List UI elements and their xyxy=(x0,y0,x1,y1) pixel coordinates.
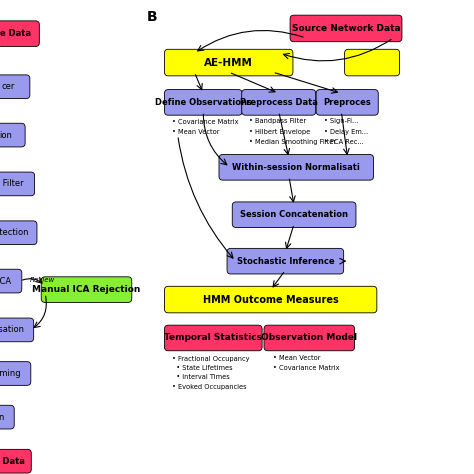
Text: k Data: k Data xyxy=(0,457,25,465)
Text: • Covariance Matrix: • Covariance Matrix xyxy=(172,118,238,125)
Text: Observation Model: Observation Model xyxy=(261,334,357,342)
FancyBboxPatch shape xyxy=(164,90,242,115)
FancyBboxPatch shape xyxy=(0,75,30,99)
Text: Manual ICA Rejection: Manual ICA Rejection xyxy=(32,285,141,294)
Text: Within-session Normalisati: Within-session Normalisati xyxy=(232,163,360,172)
FancyBboxPatch shape xyxy=(345,49,400,76)
Text: rming: rming xyxy=(0,369,21,378)
FancyBboxPatch shape xyxy=(264,325,355,351)
Text: • Hilbert Envelope: • Hilbert Envelope xyxy=(249,129,310,135)
FancyBboxPatch shape xyxy=(0,21,39,46)
Text: • State Lifetimes: • State Lifetimes xyxy=(172,365,233,371)
Text: • PCA Rec...: • PCA Rec... xyxy=(324,139,364,146)
Text: Preproces: Preproces xyxy=(323,98,371,107)
Text: • Evoked Occupancies: • Evoked Occupancies xyxy=(172,384,246,390)
FancyBboxPatch shape xyxy=(290,15,402,42)
Text: etection: etection xyxy=(0,228,29,237)
Text: • Median Smoothing Filter: • Median Smoothing Filter xyxy=(249,139,337,146)
Text: • Mean Vector: • Mean Vector xyxy=(172,129,219,135)
Text: • Covariance Matrix: • Covariance Matrix xyxy=(273,365,340,371)
Text: ce Data: ce Data xyxy=(0,29,31,38)
FancyBboxPatch shape xyxy=(0,221,37,245)
FancyBboxPatch shape xyxy=(0,405,14,429)
Text: ICA: ICA xyxy=(0,277,11,285)
Text: • Fractional Occupancy: • Fractional Occupancy xyxy=(172,356,250,362)
Text: ion: ion xyxy=(0,131,12,139)
Text: • Interval Times: • Interval Times xyxy=(172,374,230,381)
Text: isation: isation xyxy=(0,326,24,334)
FancyBboxPatch shape xyxy=(232,202,356,228)
Text: • Mean Vector: • Mean Vector xyxy=(273,356,321,362)
Text: • Bandpass Filter: • Bandpass Filter xyxy=(249,118,307,125)
Text: AE-HMM: AE-HMM xyxy=(204,57,253,68)
FancyBboxPatch shape xyxy=(227,248,344,274)
Text: Source Network Data: Source Network Data xyxy=(292,24,401,33)
Text: B: B xyxy=(147,10,157,25)
Text: Session Concatenation: Session Concatenation xyxy=(240,210,348,219)
FancyBboxPatch shape xyxy=(316,90,378,115)
FancyBboxPatch shape xyxy=(219,155,374,180)
Text: cer: cer xyxy=(1,82,15,91)
FancyBboxPatch shape xyxy=(0,449,31,473)
Text: • Sign-Fi...: • Sign-Fi... xyxy=(324,118,358,125)
Text: Stochastic Inference: Stochastic Inference xyxy=(237,257,334,265)
FancyBboxPatch shape xyxy=(0,172,35,196)
FancyBboxPatch shape xyxy=(0,318,34,342)
Text: n: n xyxy=(0,413,3,421)
FancyBboxPatch shape xyxy=(164,286,377,313)
Text: Temporal Statistics: Temporal Statistics xyxy=(164,334,262,342)
Text: HMM Outcome Measures: HMM Outcome Measures xyxy=(203,294,338,305)
FancyBboxPatch shape xyxy=(164,325,262,351)
FancyBboxPatch shape xyxy=(164,49,293,76)
Text: Review: Review xyxy=(29,277,55,283)
Text: • Delay Em...: • Delay Em... xyxy=(324,129,368,135)
Text: - Filter: - Filter xyxy=(0,180,24,188)
FancyBboxPatch shape xyxy=(41,277,132,302)
FancyBboxPatch shape xyxy=(0,123,25,147)
Text: Define Observations: Define Observations xyxy=(155,98,252,107)
Text: Preprocess Data: Preprocess Data xyxy=(240,98,318,107)
FancyBboxPatch shape xyxy=(242,90,316,115)
FancyBboxPatch shape xyxy=(0,362,31,385)
FancyBboxPatch shape xyxy=(0,269,22,293)
